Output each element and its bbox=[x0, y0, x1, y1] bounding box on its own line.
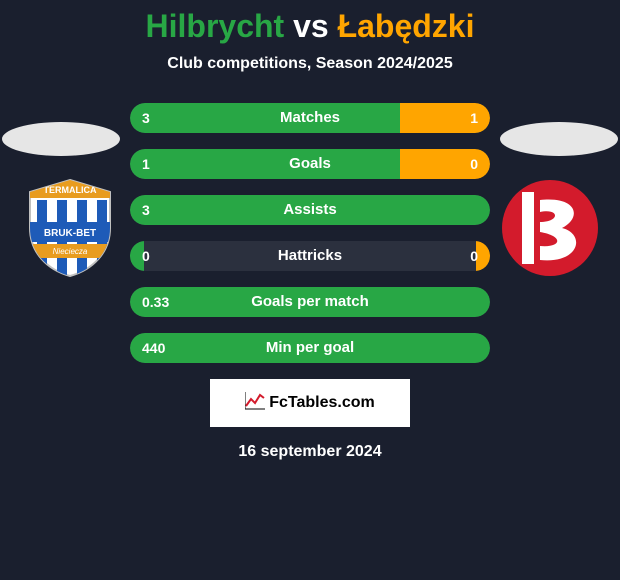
stat-row: Goals per match0.33 bbox=[130, 287, 490, 317]
stat-label: Matches bbox=[130, 103, 490, 133]
stat-label: Goals bbox=[130, 149, 490, 179]
bottom-text: Nieciecza bbox=[53, 247, 88, 256]
shield-icon: TERMALICA BRUK-BET Nieciecza bbox=[20, 178, 120, 278]
stat-value-right: 0 bbox=[470, 241, 478, 271]
stat-label: Hattricks bbox=[130, 241, 490, 271]
mid-band-text: BRUK-BET bbox=[44, 228, 96, 239]
stat-row: Goals1 0 bbox=[130, 149, 490, 179]
player1-name: Hilbrycht bbox=[146, 8, 285, 44]
club-badge-icon bbox=[500, 178, 600, 278]
chart-icon bbox=[245, 392, 265, 415]
stat-value-right: 1 bbox=[470, 103, 478, 133]
player2-ellipse bbox=[500, 122, 618, 156]
player2-name: Łabędzki bbox=[338, 8, 475, 44]
date-text: 16 september 2024 bbox=[0, 443, 620, 461]
team-left-logo: TERMALICA BRUK-BET Nieciecza bbox=[20, 178, 120, 278]
stat-label: Assists bbox=[130, 195, 490, 225]
stat-value-left: 1 bbox=[142, 149, 150, 179]
stat-value-right: 0 bbox=[470, 149, 478, 179]
branding-text: FcTables.com bbox=[269, 394, 375, 412]
stat-row: Hattricks0 0 bbox=[130, 241, 490, 271]
top-band-text: TERMALICA bbox=[44, 185, 97, 195]
stat-row: Assists3 bbox=[130, 195, 490, 225]
team-right-logo bbox=[500, 178, 600, 278]
stat-row: Min per goal440 bbox=[130, 333, 490, 363]
infographic-root: Hilbrycht vs Łabędzki Club competitions,… bbox=[0, 0, 620, 580]
branding-box: FcTables.com bbox=[210, 379, 410, 427]
stat-label: Min per goal bbox=[130, 333, 490, 363]
stat-value-left: 3 bbox=[142, 195, 150, 225]
page-title: Hilbrycht vs Łabędzki bbox=[0, 0, 620, 45]
stat-value-left: 440 bbox=[142, 333, 165, 363]
player1-ellipse bbox=[2, 122, 120, 156]
vs-text: vs bbox=[293, 8, 329, 44]
stat-value-left: 3 bbox=[142, 103, 150, 133]
stat-row: Matches3 1 bbox=[130, 103, 490, 133]
stat-label: Goals per match bbox=[130, 287, 490, 317]
subtitle: Club competitions, Season 2024/2025 bbox=[0, 55, 620, 73]
stat-value-left: 0 bbox=[142, 241, 150, 271]
stat-value-left: 0.33 bbox=[142, 287, 169, 317]
